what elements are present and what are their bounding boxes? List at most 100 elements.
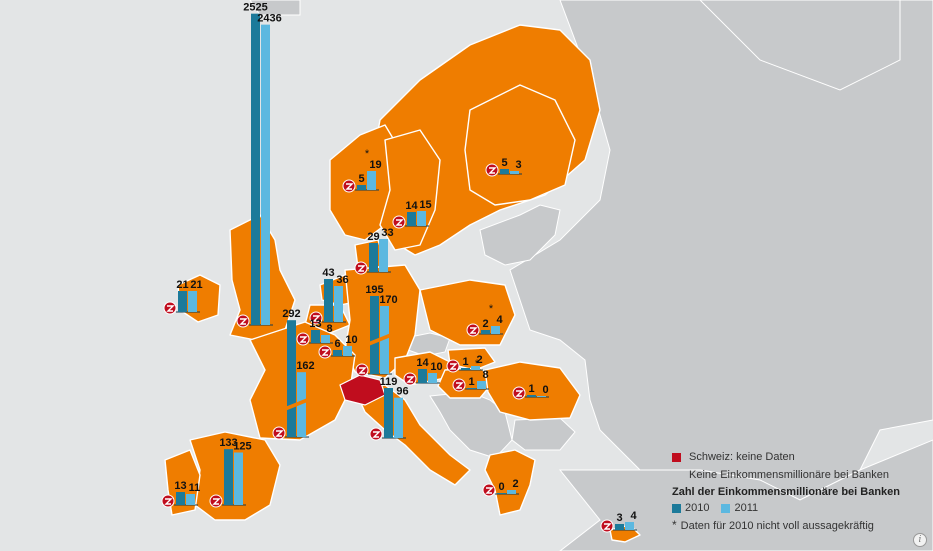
info-badge-icon-germany[interactable] (355, 363, 369, 377)
legend-years: 2010 2011 (672, 500, 927, 516)
legend-no-data-label: Schweiz: keine Daten (689, 451, 795, 463)
info-badge-icon-france[interactable] (272, 426, 286, 440)
bar-2011-poland (491, 326, 500, 334)
label-2011-italy: 96 (396, 386, 408, 398)
info-badge-icon-luxembourg[interactable] (318, 345, 332, 359)
label-2011-netherlands: 36 (336, 274, 348, 286)
russia-belarus-ukraine (509, 0, 933, 501)
label-2010-ireland: 21 (176, 279, 188, 291)
info-badge-icon-romania[interactable] (512, 386, 526, 400)
info-icon[interactable]: i (913, 533, 927, 547)
info-badge-glyph-netherlands (312, 315, 321, 322)
bar-2011-portugal (186, 494, 195, 505)
bar-2011-spain (234, 452, 243, 505)
info-badge-icon-spain[interactable] (209, 494, 223, 508)
info-badge-glyph-germany (358, 367, 367, 374)
label-2011-greece: 2 (512, 478, 518, 490)
footnote-text: Daten für 2010 nicht voll aussagekräftig (680, 520, 874, 532)
info-badge-icon-belgium[interactable] (296, 332, 310, 346)
bar-2010-finland (500, 169, 509, 174)
label-2010-italy: 119 (380, 376, 398, 388)
info-badge-icon-norway[interactable] (342, 179, 356, 193)
info-badge-icon-greece[interactable] (482, 483, 496, 497)
info-badge-icon-italy[interactable] (369, 427, 383, 441)
bar-2010-france (287, 320, 296, 437)
label-2011-uk: 2436 (257, 13, 281, 25)
info-badge-glyph-ireland (166, 305, 175, 312)
legend-title: Zahl der Einkommensmillionäre bei Banken (672, 486, 901, 498)
info-badge-glyph-portugal (164, 498, 173, 505)
label-2010-slovakia: 1 (462, 356, 468, 368)
label-2011-norway: 19 (369, 159, 381, 171)
info-badge-glyph-poland (469, 327, 478, 334)
turkey-region (558, 439, 933, 551)
info-badge-icon-denmark[interactable] (354, 261, 368, 275)
bar-2011-germany (380, 306, 389, 374)
greece (484, 449, 536, 516)
bar-2010-italy (384, 388, 393, 438)
info-badge-icon-uk[interactable] (236, 314, 250, 328)
label-2010-romania: 1 (528, 383, 534, 395)
bar-2011-france (297, 372, 306, 437)
scale-break-france (284, 397, 309, 412)
legend-year-2011: 2011 (734, 502, 759, 514)
label-2011-portugal: 11 (189, 482, 201, 494)
info-badge-icon-slovakia[interactable] (446, 359, 460, 373)
label-2011-france: 162 (296, 360, 314, 372)
label-2010-hungary: 1 (468, 376, 474, 388)
bar-2011-hungary (477, 381, 486, 389)
bar-2010-spain (224, 449, 233, 505)
bar-2011-ireland (188, 291, 197, 312)
eu-countries (164, 24, 641, 543)
info-badge-icon-poland[interactable] (466, 323, 480, 337)
footnote-star-poland: * (489, 303, 494, 315)
info-badge-glyph-finland (488, 167, 497, 174)
label-2011-cyprus: 4 (630, 510, 637, 522)
info-badge-icon-hungary[interactable] (452, 378, 466, 392)
label-2010-belgium: 13 (309, 318, 321, 330)
far-north (699, 0, 901, 91)
baltics (479, 204, 561, 266)
info-badge-icon-cyprus[interactable] (600, 519, 614, 533)
bar-2010-germany (370, 296, 379, 374)
info-badge-icon-finland[interactable] (485, 163, 499, 177)
label-2011-austria: 10 (430, 361, 442, 373)
label-2010-greece: 0 (498, 481, 504, 493)
bar-2010-hungary (467, 388, 476, 389)
bar-2010-sweden (407, 212, 416, 226)
label-2010-poland: 2 (482, 318, 488, 330)
info-badge-glyph-luxembourg (321, 349, 330, 356)
bar-2011-belgium (321, 335, 330, 343)
iceland-fragment (249, 0, 301, 16)
info-badge-glyph-austria (406, 376, 415, 383)
legend-no-millionaires-label: Keine Einkommensmillionäre bei Banken (689, 469, 889, 481)
info-badge-icon-portugal[interactable] (161, 494, 175, 508)
label-2011-hungary: 8 (482, 369, 488, 381)
info-badge-icon-austria[interactable] (403, 372, 417, 386)
info-badge-glyph-belgium (299, 336, 308, 343)
info-badge-icon-ireland[interactable] (163, 301, 177, 315)
footnote-star-hungary: * (475, 358, 480, 370)
bar-2010-portugal (176, 492, 185, 505)
legend-swatch-2011 (721, 503, 731, 513)
info-badge-glyph-cyprus (603, 523, 612, 530)
legend-swatch-grey (672, 470, 681, 480)
other-land (509, 0, 933, 551)
legend-footnote: * Daten für 2010 nicht voll aussagekräfti… (672, 516, 927, 534)
label-2010-portugal: 13 (174, 480, 186, 492)
legend-swatch-2010 (672, 503, 681, 513)
legend-no-data: Schweiz: keine Daten (672, 448, 927, 466)
legend: Schweiz: keine Daten Keine Einkommensmil… (672, 448, 927, 534)
scale-break-germany (367, 332, 392, 347)
bar-2011-austria (428, 373, 437, 383)
label-2010-germany: 195 (365, 284, 383, 296)
bar-2011-norway (367, 171, 376, 190)
label-2010-sweden: 14 (405, 200, 418, 212)
label-2011-finland: 3 (515, 159, 521, 171)
info-badge-glyph-france (275, 430, 284, 437)
info-badge-icon-sweden[interactable] (392, 215, 406, 229)
bar-2010-romania (527, 395, 536, 397)
label-2011-germany: 170 (379, 294, 397, 306)
